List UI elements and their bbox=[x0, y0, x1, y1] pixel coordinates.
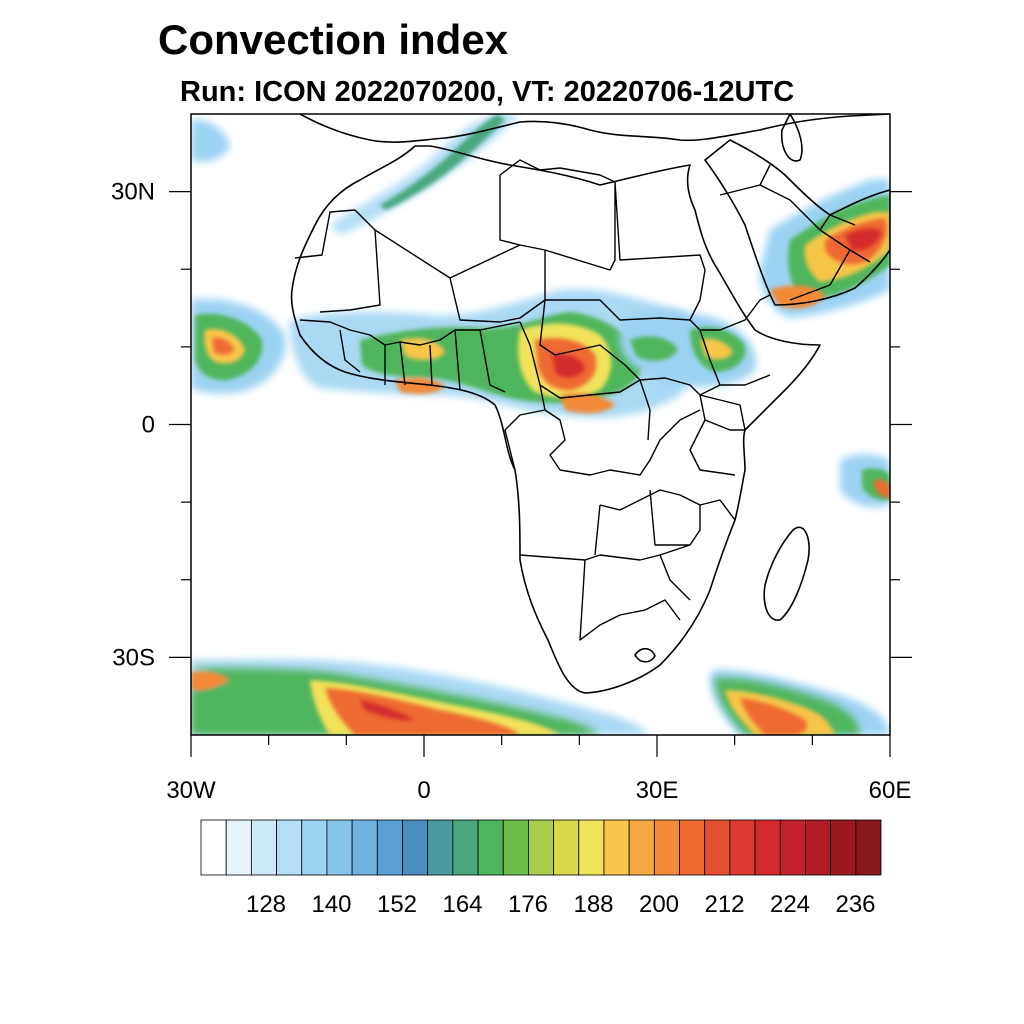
country-borders-north bbox=[294, 159, 706, 323]
colorbar-swatch bbox=[477, 819, 504, 876]
map-tick-labels: 30W 0 30E 60E 30N 0 30S bbox=[111, 179, 911, 804]
lesotho-border bbox=[634, 647, 656, 663]
europe-coastline bbox=[299, 114, 890, 143]
colorbar-swatch bbox=[779, 819, 806, 876]
map-panel: 30W 0 30E 60E 30N 0 30S bbox=[111, 113, 912, 804]
lon-tick-label: 0 bbox=[417, 777, 430, 804]
colorbar-swatch bbox=[250, 819, 277, 876]
colorbar-swatch bbox=[376, 819, 403, 876]
colorbar-swatch bbox=[427, 819, 454, 876]
colorbar-labels: 128 140 152 164 176 188 200 212 224 236 bbox=[246, 891, 876, 918]
madagascar-coastline bbox=[763, 526, 810, 621]
colorbar-swatch bbox=[452, 819, 479, 876]
lon-tick-label: 30E bbox=[636, 777, 679, 804]
country-borders-south-africa bbox=[519, 489, 736, 641]
colorbar-swatch bbox=[628, 819, 655, 876]
colorbar-swatch bbox=[754, 819, 781, 876]
colorbar-swatch bbox=[805, 819, 832, 876]
colorbar-swatch bbox=[301, 819, 328, 876]
colorbar-swatch bbox=[276, 819, 303, 876]
colorbar-level-label: 152 bbox=[377, 891, 417, 918]
lat-tick-label: 0 bbox=[142, 412, 155, 439]
colorbar-swatch bbox=[855, 819, 882, 876]
coastlines bbox=[290, 114, 890, 694]
map-ticks bbox=[169, 191, 912, 757]
colorbar-level-label: 224 bbox=[770, 891, 810, 918]
region-indian-ocean-east bbox=[840, 454, 890, 507]
africa-coastline bbox=[290, 145, 821, 694]
country-borders-east-africa bbox=[689, 294, 771, 476]
colorbar-swatch bbox=[200, 819, 227, 876]
colorbar-swatch bbox=[653, 819, 680, 876]
colorbar-level-label: 236 bbox=[835, 891, 875, 918]
colorbar-swatch bbox=[502, 819, 529, 876]
region-arabian-peninsula bbox=[759, 179, 890, 318]
arabia-coastline bbox=[704, 139, 890, 306]
colorbar-level-label: 128 bbox=[246, 891, 286, 918]
colorbar-swatch bbox=[528, 819, 554, 876]
colorbar-swatch bbox=[679, 819, 706, 876]
colorbar-swatch bbox=[351, 819, 378, 876]
convection-field bbox=[191, 114, 890, 735]
colorbar-swatch bbox=[225, 819, 252, 876]
chart-subtitle: Run: ICON 2022070200, VT: 20220706-12UTC bbox=[180, 76, 794, 108]
colorbar-level-label: 200 bbox=[639, 891, 679, 918]
lon-tick-label: 30W bbox=[166, 777, 216, 804]
country-borders-arabia bbox=[719, 164, 871, 301]
colorbar-swatch bbox=[603, 819, 630, 876]
colorbar-level-label: 140 bbox=[311, 891, 351, 918]
colorbar-swatch bbox=[326, 819, 353, 876]
colorbar-swatch bbox=[402, 819, 429, 876]
chart-title: Convection index bbox=[158, 16, 509, 63]
map-background bbox=[191, 114, 890, 735]
country-borders-central-africa bbox=[504, 299, 746, 476]
lon-tick-label: 60E bbox=[869, 777, 912, 804]
country-borders-west-africa bbox=[299, 319, 546, 411]
colorbar-level-label: 212 bbox=[704, 891, 744, 918]
colorbar-swatch bbox=[553, 819, 580, 876]
colorbar-swatch bbox=[830, 819, 857, 876]
colorbar-swatch bbox=[704, 819, 731, 876]
region-mediterranean-north-africa bbox=[191, 114, 520, 235]
region-southern-ocean-west bbox=[191, 659, 650, 735]
colorbar-level-label: 176 bbox=[508, 891, 548, 918]
colorbar-swatch bbox=[578, 819, 605, 876]
lat-tick-label: 30N bbox=[111, 179, 155, 206]
region-southern-ocean-east bbox=[710, 669, 890, 735]
colorbar-level-label: 164 bbox=[442, 891, 482, 918]
region-east-atlantic bbox=[191, 299, 286, 394]
colorbar-swatch bbox=[729, 819, 756, 876]
region-sahel-central-africa bbox=[290, 289, 695, 418]
colorbar-level-label: 188 bbox=[573, 891, 613, 918]
lat-tick-label: 30S bbox=[112, 644, 155, 671]
caspian-coastline bbox=[780, 114, 803, 162]
colorbar bbox=[200, 819, 882, 876]
